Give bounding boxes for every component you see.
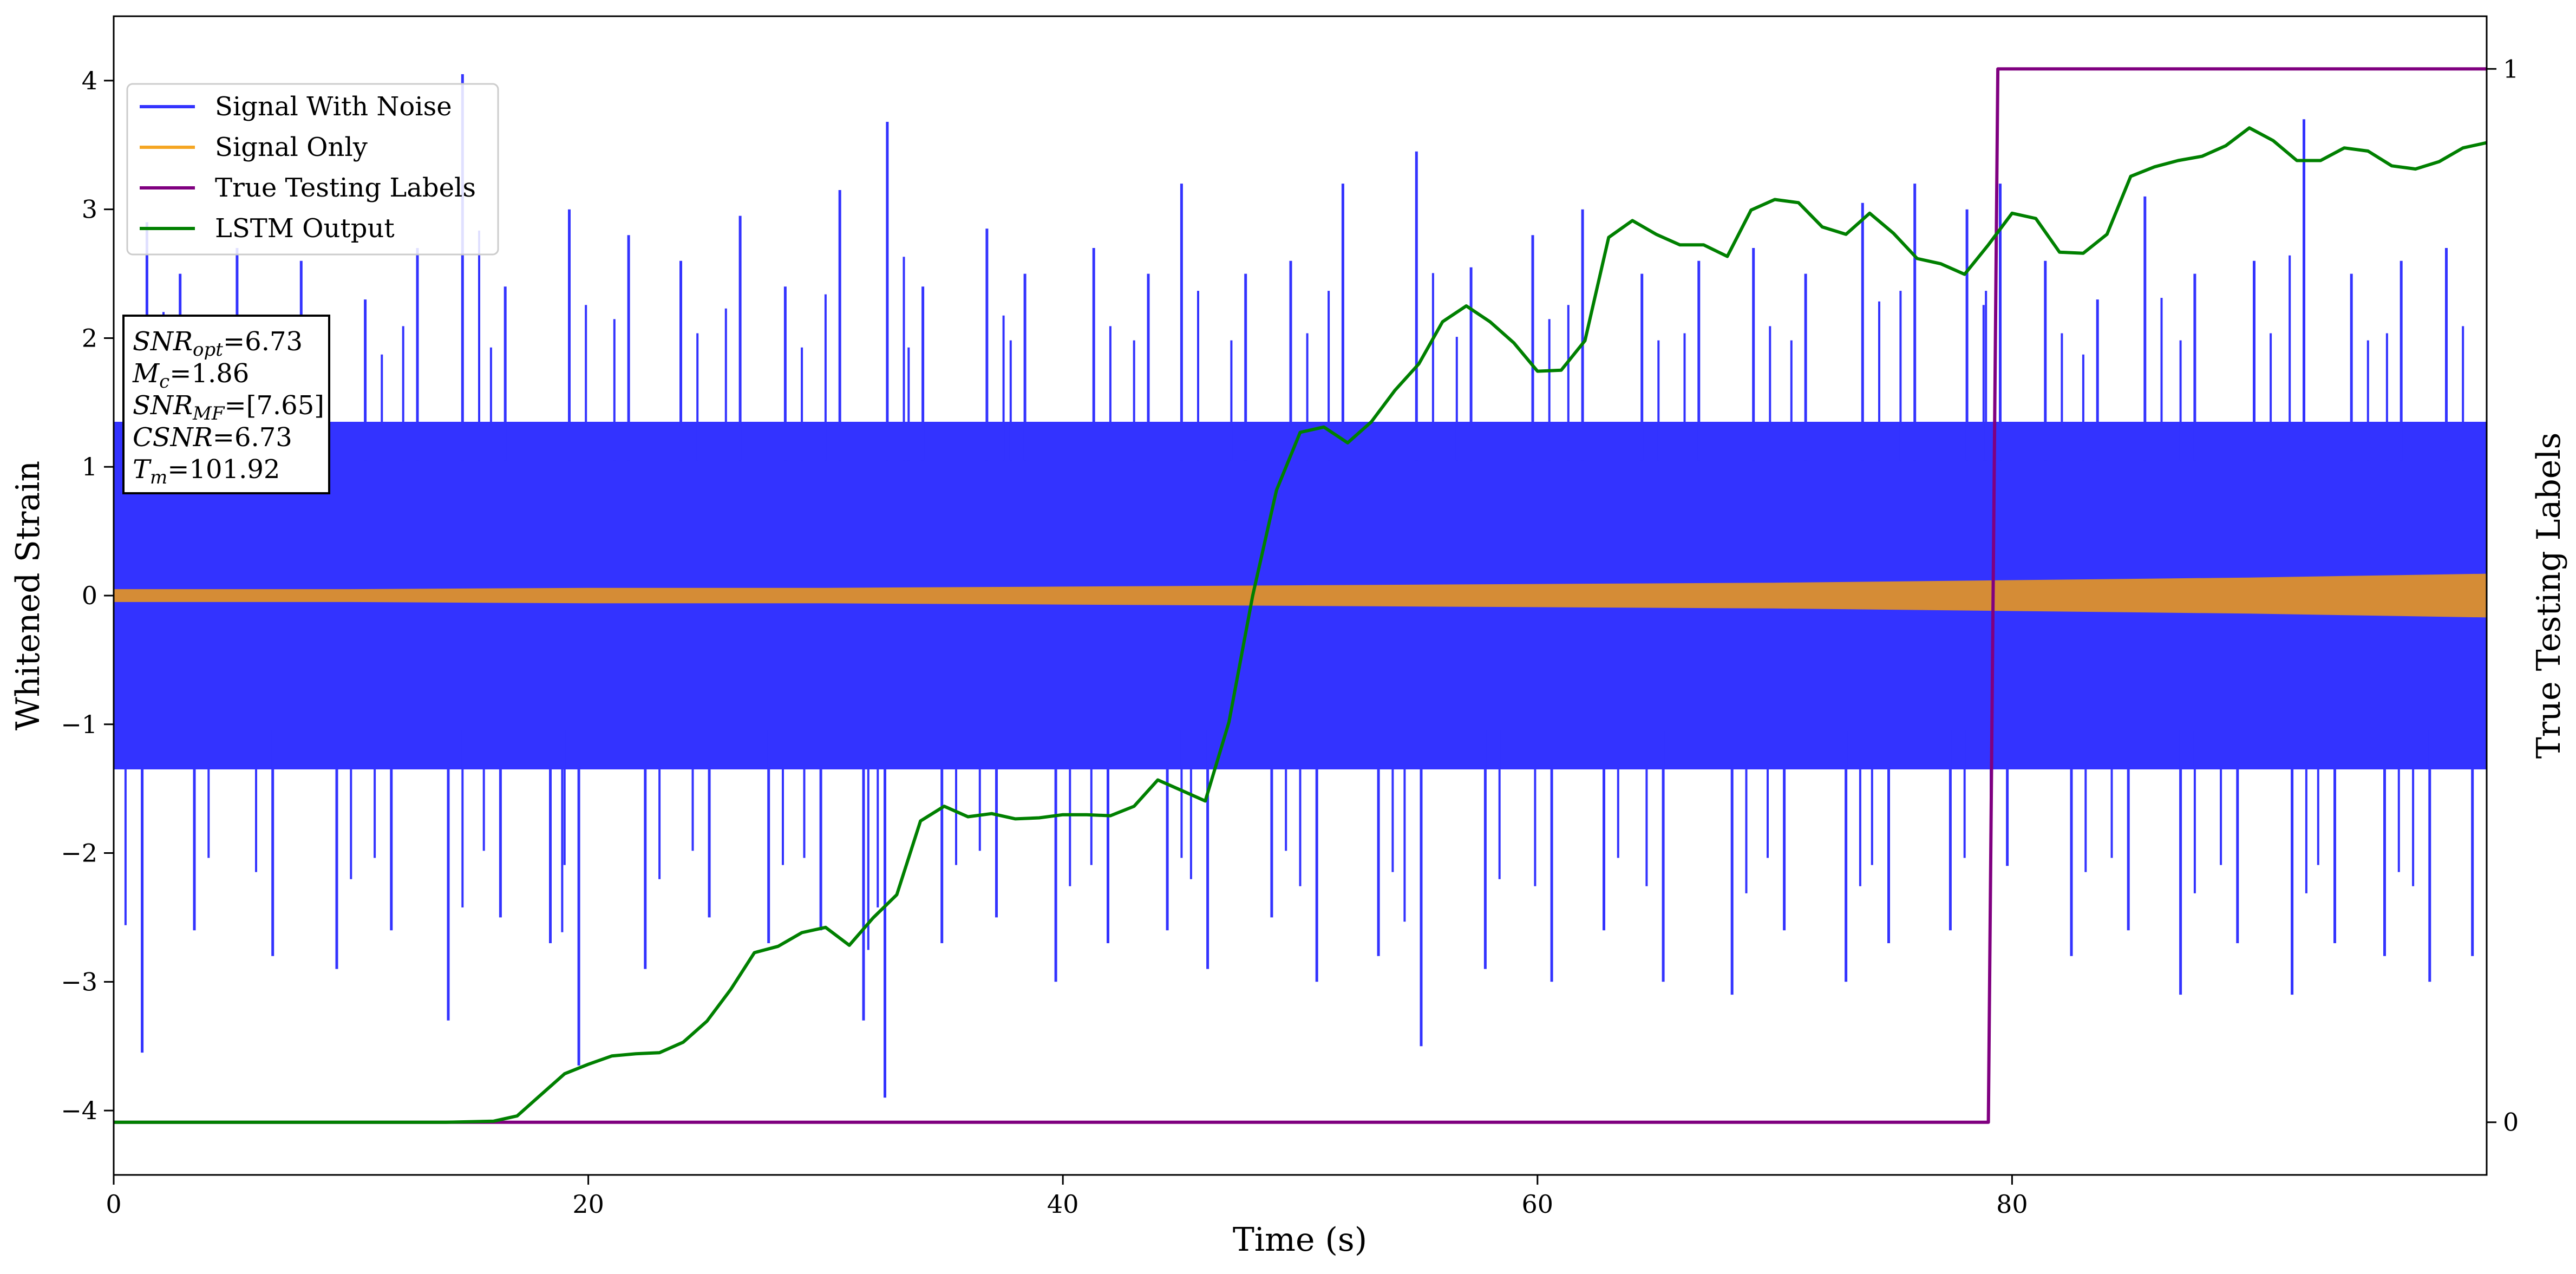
y-tick-label: 4 (82, 66, 97, 95)
data-layer (114, 67, 2487, 1124)
y-axis-label-left: Whitened Strain (9, 461, 47, 730)
y-tick-label: 1 (82, 452, 97, 481)
info-value: =6.73 (223, 326, 303, 357)
y-tick-label: 2 (82, 323, 97, 352)
y-right-tick-label: 1 (2503, 54, 2519, 83)
series-lstm-output (114, 126, 2487, 1124)
y-tick-label: −4 (61, 1096, 97, 1125)
legend-label: True Testing Labels (215, 173, 476, 203)
x-axis-label: Time (s) (1233, 1221, 1367, 1259)
info-subscript: MF (192, 403, 225, 424)
series-signal-only (114, 573, 2487, 618)
legend-item: Signal Only (140, 132, 368, 162)
y-axis-label-right: True Testing Labels (2530, 433, 2568, 759)
legend-label: Signal Only (215, 132, 368, 162)
info-symbol: SNR (133, 390, 193, 421)
info-symbol: SNR (133, 326, 193, 357)
info-value: =6.73 (213, 422, 292, 453)
x-tick-label: 20 (572, 1190, 604, 1219)
x-tick-label: 0 (106, 1190, 121, 1219)
x-tick-label: 60 (1522, 1190, 1554, 1219)
y-tick-label: −1 (61, 710, 97, 739)
info-subscript: opt (193, 339, 223, 361)
legend-items: Signal With Noise Signal Only True Testing… (140, 92, 476, 244)
info-subscript: m (150, 467, 167, 488)
info-line: Mc=1.86 (132, 358, 249, 393)
info-line: SNRopt=6.73 (133, 326, 303, 361)
legend-item: True Testing Labels (140, 173, 476, 203)
x-axis: 0 20 40 60 80 (106, 1175, 2028, 1219)
x-tick-label: 80 (1996, 1190, 2028, 1219)
legend-label: Signal With Noise (215, 92, 452, 122)
y-tick-label: −2 (61, 839, 97, 868)
info-symbol: T (133, 454, 152, 485)
info-box: SNRopt=6.73Mc=1.86SNRMF=[7.65]CSNR=6.73T… (122, 315, 330, 494)
y-right-tick-label: 0 (2503, 1108, 2519, 1137)
y-tick-label: −3 (61, 967, 97, 996)
y-axis-right: 01 (2487, 54, 2519, 1137)
y-axis-left: −4 −3 −2 −1 0 1 2 3 4 (61, 66, 114, 1125)
info-symbol: M (132, 358, 160, 389)
series-true-testing-labels (114, 67, 2487, 1124)
info-lines: SNRopt=6.73Mc=1.86SNRMF=[7.65]CSNR=6.73T… (132, 326, 324, 488)
x-tick-label: 40 (1047, 1190, 1079, 1219)
info-line: CSNR=6.73 (133, 422, 292, 453)
info-value: =101.92 (167, 454, 280, 485)
info-value: =[7.65] (224, 390, 324, 421)
info-line: Tm=101.92 (133, 454, 280, 488)
legend-frame (126, 83, 499, 256)
info-line: SNRMF=[7.65] (133, 390, 324, 424)
info-value: =1.86 (169, 358, 249, 389)
info-box-frame (122, 315, 330, 494)
info-symbol: CSNR (133, 422, 213, 453)
legend-label: LSTM Output (215, 213, 395, 244)
legend-item: LSTM Output (140, 213, 395, 244)
legend-item: Signal With Noise (140, 92, 452, 122)
info-subscript: c (159, 371, 169, 393)
y-tick-label: 0 (82, 581, 97, 610)
legend: Signal With Noise Signal Only True Testing… (126, 83, 499, 256)
y-tick-label: 3 (82, 195, 97, 224)
